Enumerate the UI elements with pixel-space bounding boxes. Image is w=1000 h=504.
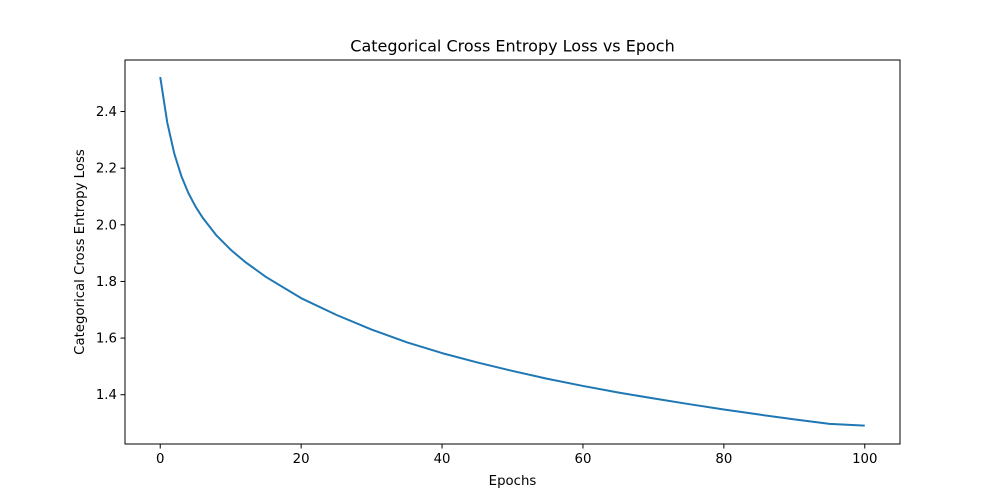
y-tick-label: 2.2 — [96, 162, 117, 177]
y-tick-label: 1.8 — [96, 275, 117, 290]
x-tick-label: 0 — [156, 452, 164, 467]
x-tick-label: 80 — [715, 452, 732, 467]
chart-title: Categorical Cross Entropy Loss vs Epoch — [350, 37, 674, 56]
y-tick-label: 2.4 — [96, 105, 117, 120]
data-layer — [159, 76, 865, 427]
x-axis-label: Epochs — [489, 474, 537, 489]
x-tick-label: 60 — [574, 452, 591, 467]
series-line — [159, 76, 865, 427]
plot-area-background — [125, 60, 900, 444]
y-tick-label: 2.0 — [96, 218, 117, 233]
y-tick-label: 1.6 — [96, 332, 117, 347]
y-axis-label: Categorical Cross Entropy Loss — [73, 149, 88, 355]
plot-area-frame — [124, 59, 901, 445]
ticks-layer: 0 20 40 60 80 100 1.4 1.6 1.8 2.0 2.2 2.4 — [96, 105, 878, 467]
x-tick-label: 20 — [293, 452, 310, 467]
y-tick-label: 1.4 — [96, 388, 117, 403]
x-tick-label: 40 — [434, 452, 451, 467]
x-tick-label: 100 — [852, 452, 877, 467]
